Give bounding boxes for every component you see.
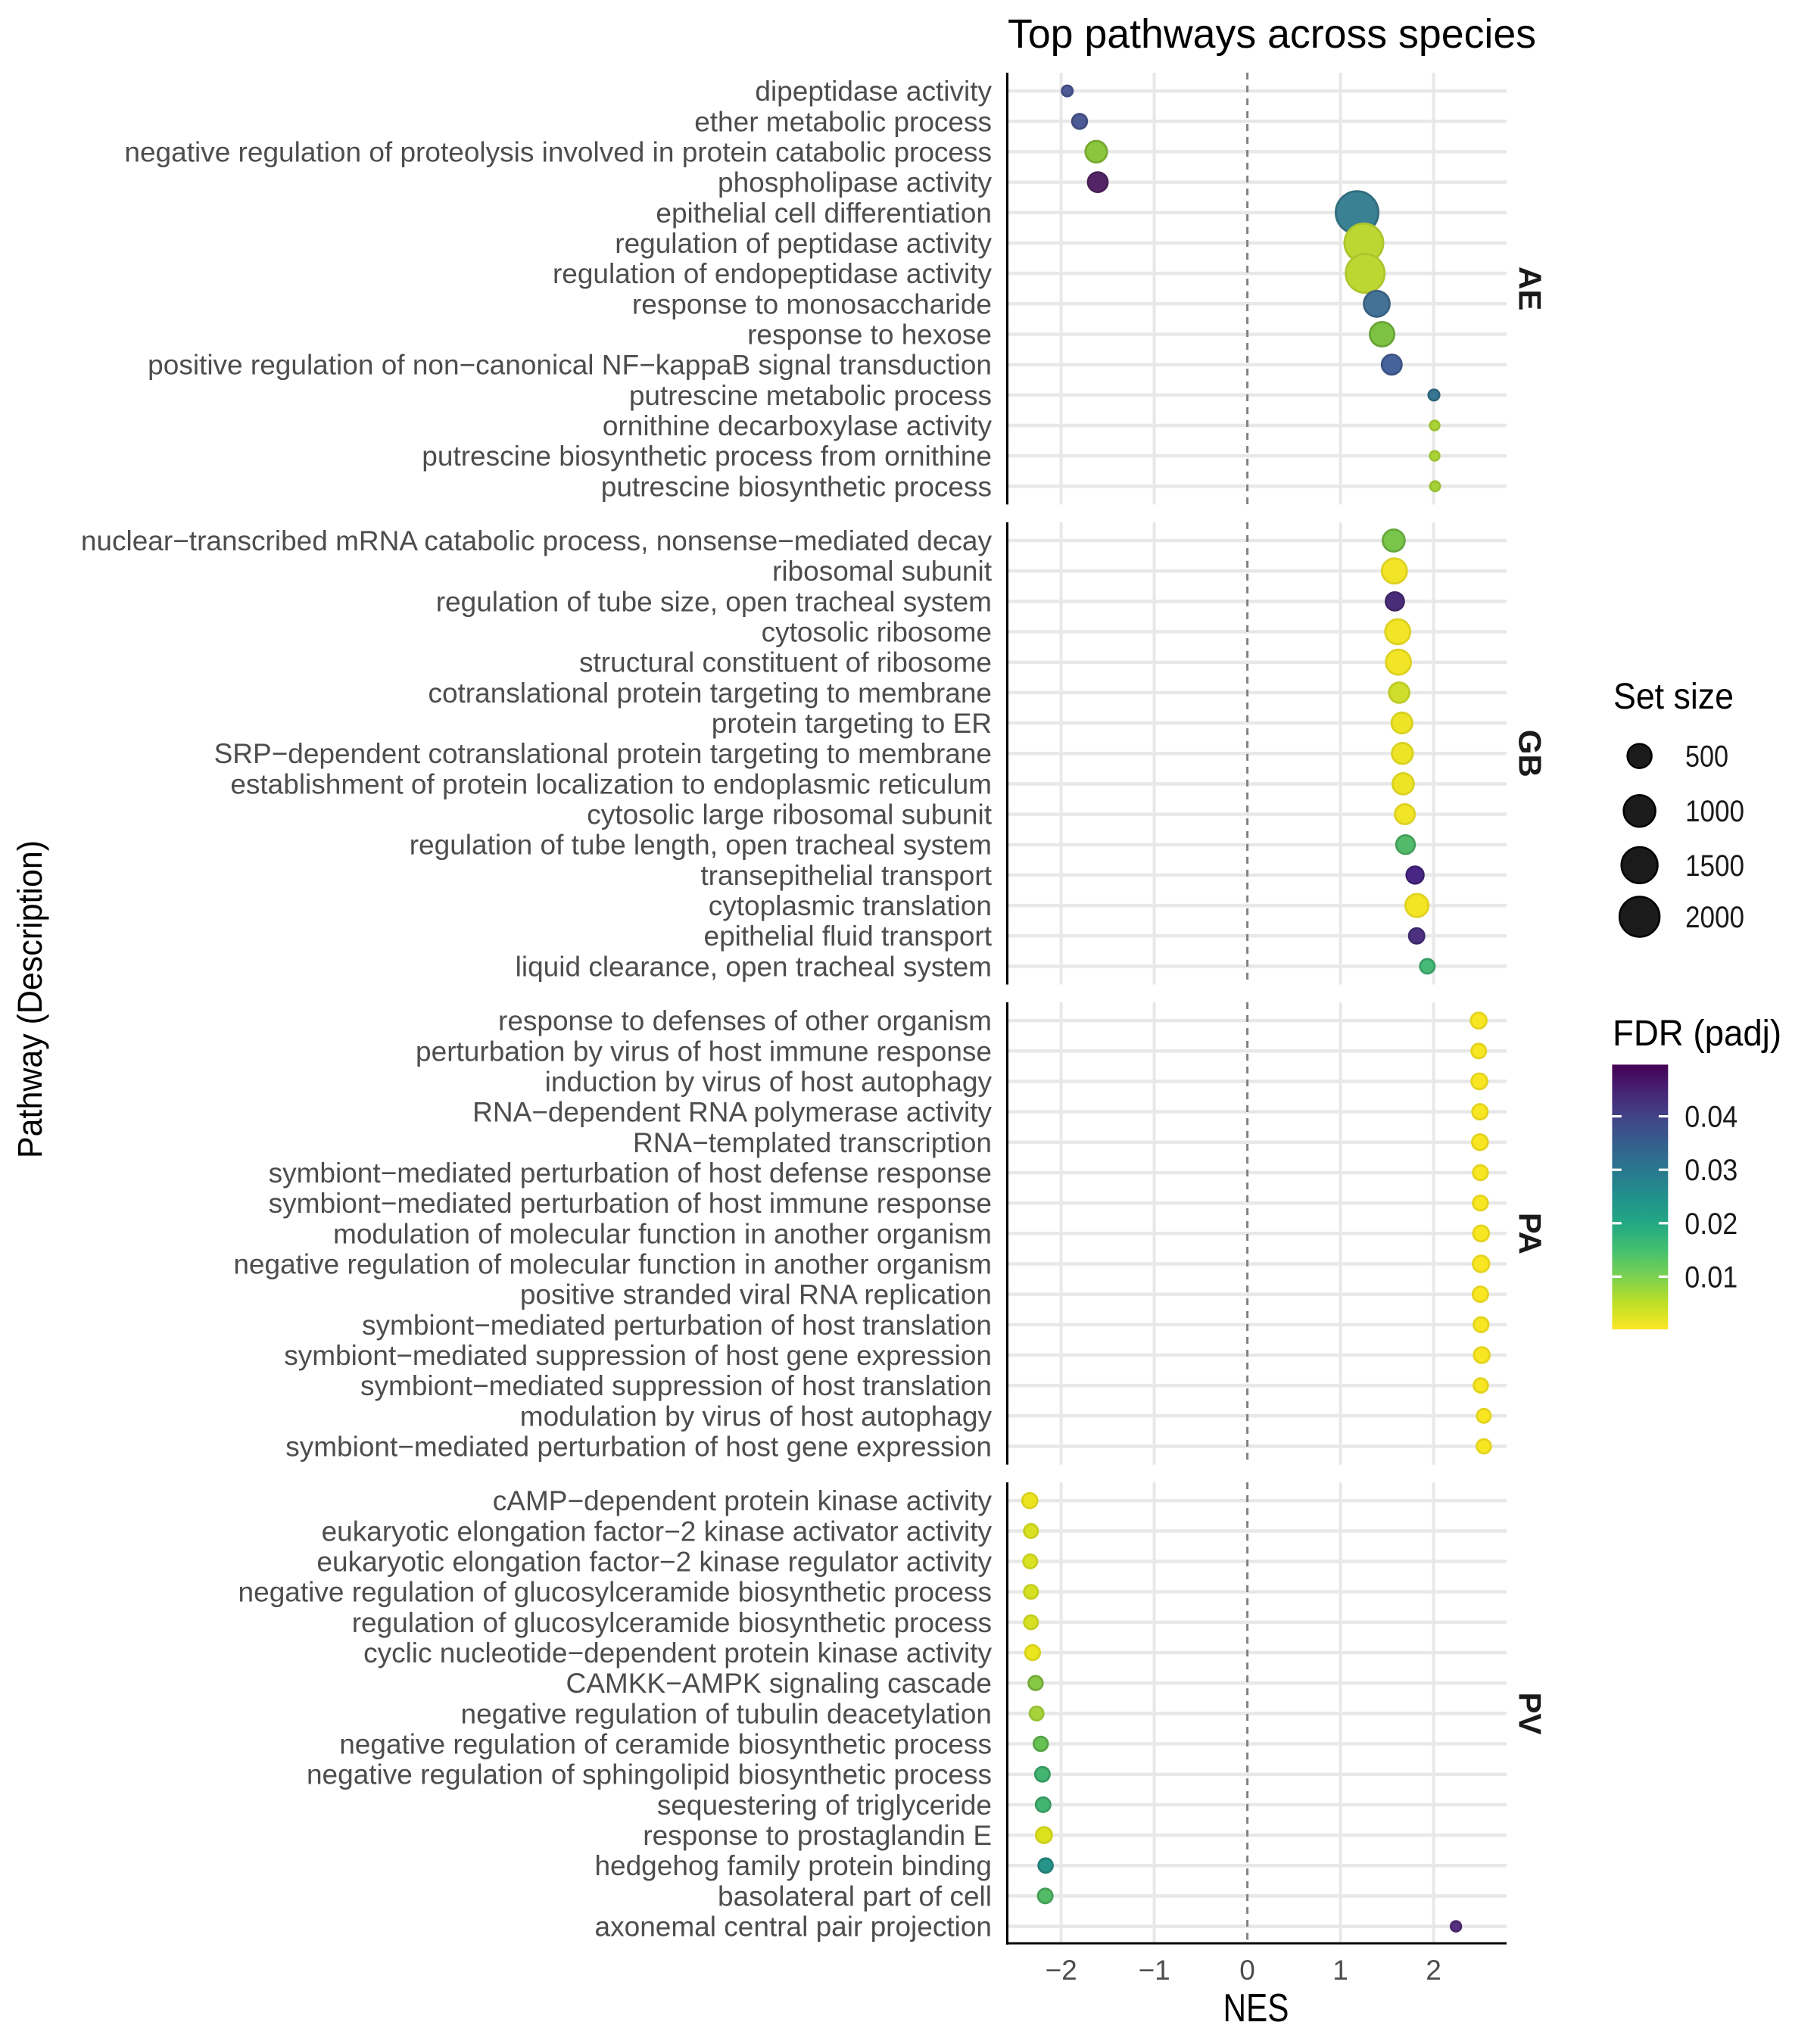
svg-text:perturbation by virus of host: perturbation by virus of host immune res… [416, 1036, 992, 1067]
svg-text:dipeptidase activity: dipeptidase activity [755, 76, 992, 107]
svg-text:CAMKK−AMPK signaling cascade: CAMKK−AMPK signaling cascade [566, 1668, 992, 1699]
svg-text:nuclear−transcribed mRNA catab: nuclear−transcribed mRNA catabolic proce… [81, 525, 993, 556]
svg-text:regulation of glucosylceramide: regulation of glucosylceramide biosynthe… [352, 1607, 992, 1638]
svg-text:symbiont−mediated suppression: symbiont−mediated suppression of host tr… [360, 1370, 992, 1401]
svg-text:phospholipase activity: phospholipase activity [718, 167, 992, 198]
svg-text:RNA−dependent RNA polymerase a: RNA−dependent RNA polymerase activity [472, 1097, 992, 1128]
svg-text:axonemal central pair projecti: axonemal central pair projection [595, 1912, 992, 1943]
svg-text:negative regulation of ceramid: negative regulation of ceramide biosynth… [339, 1729, 992, 1760]
svg-text:0.03: 0.03 [1685, 1154, 1738, 1187]
svg-text:regulation of tube size, open: regulation of tube size, open tracheal s… [436, 586, 992, 617]
svg-text:modulation by virus of host au: modulation by virus of host autophagy [520, 1401, 993, 1432]
svg-text:regulation of endopeptidase ac: regulation of endopeptidase activity [553, 258, 993, 289]
svg-text:symbiont−mediated perturbation: symbiont−mediated perturbation of host g… [285, 1432, 992, 1463]
svg-text:establishment of protein local: establishment of protein localization to… [230, 768, 992, 799]
svg-text:500: 500 [1685, 740, 1728, 774]
svg-text:ribosomal subunit: ribosomal subunit [772, 556, 993, 587]
svg-text:cytoplasmic translation: cytoplasmic translation [709, 890, 992, 921]
svg-text:0.01: 0.01 [1685, 1260, 1738, 1294]
svg-text:PV: PV [1513, 1692, 1548, 1734]
svg-text:regulation of tube length, ope: regulation of tube length, open tracheal… [410, 830, 992, 861]
svg-text:structural constituent of ribo: structural constituent of ribosome [579, 647, 992, 678]
svg-text:eukaryotic elongation factor−2: eukaryotic elongation factor−2 kinase ac… [322, 1516, 993, 1547]
svg-text:AE: AE [1513, 266, 1548, 310]
svg-text:2000: 2000 [1685, 901, 1744, 934]
svg-text:response to defenses of other: response to defenses of other organism [498, 1005, 992, 1036]
svg-text:symbiont−mediated perturbation: symbiont−mediated perturbation of host i… [269, 1188, 992, 1219]
svg-text:RNA−templated transcription: RNA−templated transcription [633, 1127, 992, 1158]
svg-text:negative regulation of proteol: negative regulation of proteolysis invol… [124, 136, 992, 167]
svg-text:2: 2 [1426, 1955, 1441, 1986]
svg-text:1: 1 [1332, 1955, 1348, 1986]
svg-text:negative regulation of glucosy: negative regulation of glucosylceramide … [238, 1577, 992, 1608]
svg-text:PA: PA [1513, 1213, 1548, 1254]
svg-text:putrescine biosynthetic proces: putrescine biosynthetic process [601, 471, 992, 502]
svg-text:protein targeting to ER: protein targeting to ER [712, 708, 992, 739]
svg-text:regulation of peptidase activi: regulation of peptidase activity [615, 228, 992, 259]
svg-text:GB: GB [1513, 730, 1548, 777]
svg-text:ether metabolic process: ether metabolic process [694, 106, 992, 137]
svg-text:sequestering of triglyceride: sequestering of triglyceride [657, 1790, 992, 1821]
svg-text:basolateral part of cell: basolateral part of cell [718, 1880, 992, 1912]
svg-text:cAMP−dependent protein kinase: cAMP−dependent protein kinase activity [493, 1485, 993, 1516]
svg-text:symbiont−mediated perturbation: symbiont−mediated perturbation of host d… [269, 1158, 992, 1189]
svg-text:−2: −2 [1046, 1955, 1077, 1986]
svg-text:0.02: 0.02 [1685, 1207, 1738, 1241]
svg-text:1500: 1500 [1685, 849, 1744, 883]
svg-text:epithelial cell differentiatio: epithelial cell differentiation [656, 198, 992, 229]
svg-text:negative regulation of sphingo: negative regulation of sphingolipid bios… [307, 1759, 992, 1790]
svg-text:cyclic nucleotide−dependent pr: cyclic nucleotide−dependent protein kina… [363, 1637, 992, 1669]
svg-text:−1: −1 [1139, 1955, 1170, 1986]
svg-text:putrescine biosynthetic proces: putrescine biosynthetic process from orn… [422, 441, 992, 472]
svg-text:putrescine metabolic process: putrescine metabolic process [629, 380, 992, 411]
svg-text:cotranslational protein target: cotranslational protein targeting to mem… [428, 678, 992, 709]
svg-text:NES: NES [1223, 1986, 1289, 2030]
svg-text:response to monosaccharide: response to monosaccharide [632, 288, 992, 319]
svg-text:cytosolic large ribosomal subu: cytosolic large ribosomal subunit [587, 799, 992, 830]
svg-text:epithelial fluid transport: epithelial fluid transport [704, 921, 993, 952]
svg-text:induction by virus of host aut: induction by virus of host autophagy [545, 1066, 993, 1097]
svg-text:hedgehog family protein bindin: hedgehog family protein binding [594, 1850, 992, 1881]
svg-text:symbiont−mediated suppression: symbiont−mediated suppression of host ge… [284, 1340, 992, 1371]
svg-text:response to prostaglandin E: response to prostaglandin E [643, 1820, 992, 1851]
svg-text:Pathway (Description): Pathway (Description) [11, 840, 49, 1158]
svg-text:response to hexose: response to hexose [747, 319, 992, 351]
svg-text:0: 0 [1239, 1955, 1255, 1986]
svg-text:0.04: 0.04 [1685, 1101, 1738, 1134]
svg-text:SRP−dependent cotranslational: SRP−dependent cotranslational protein ta… [214, 738, 992, 769]
svg-text:transepithelial transport: transepithelial transport [700, 860, 992, 891]
svg-text:Set size: Set size [1613, 677, 1734, 717]
svg-text:positive regulation of non−can: positive regulation of non−canonical NF−… [148, 350, 992, 381]
svg-text:cytosolic ribosome: cytosolic ribosome [762, 617, 992, 648]
svg-text:positive stranded viral RNA re: positive stranded viral RNA replication [520, 1279, 992, 1310]
svg-text:modulation of molecular functi: modulation of molecular function in anot… [333, 1218, 992, 1249]
svg-text:eukaryotic elongation factor−2: eukaryotic elongation factor−2 kinase re… [316, 1547, 992, 1578]
svg-text:FDR (padj): FDR (padj) [1613, 1014, 1781, 1054]
svg-text:negative regulation of tubulin: negative regulation of tubulin deacetyla… [461, 1698, 992, 1729]
svg-text:negative regulation of molecul: negative regulation of molecular functio… [233, 1249, 992, 1280]
svg-text:symbiont−mediated perturbation: symbiont−mediated perturbation of host t… [362, 1310, 992, 1341]
svg-text:Top pathways across species: Top pathways across species [1008, 11, 1536, 57]
svg-text:1000: 1000 [1685, 795, 1744, 828]
svg-text:ornithine decarboxylase activi: ornithine decarboxylase activity [603, 410, 993, 441]
svg-text:liquid clearance, open trachea: liquid clearance, open tracheal system [516, 951, 992, 982]
